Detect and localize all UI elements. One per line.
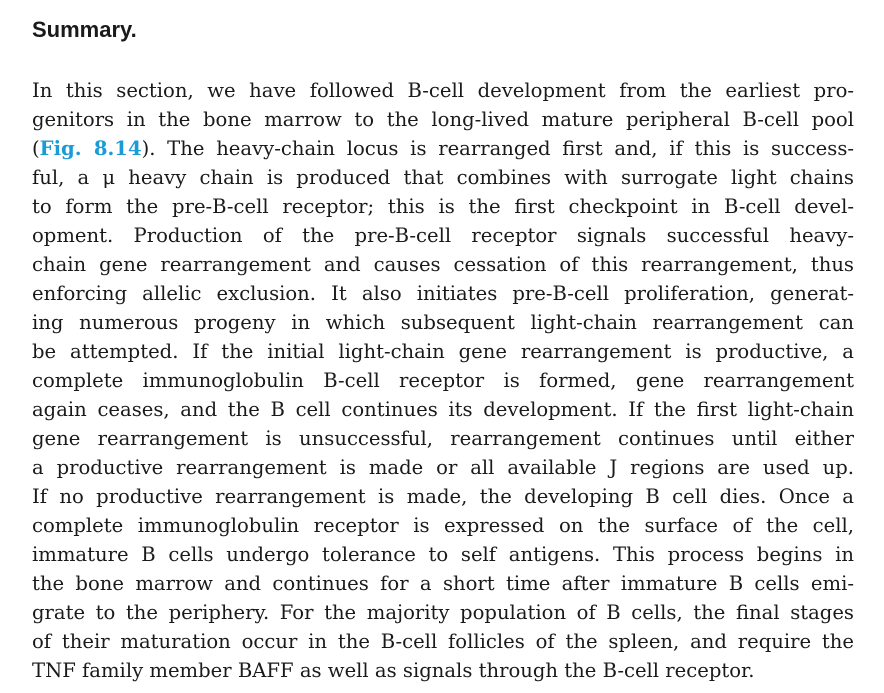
paragraph-line: genitors in the bone marrow to the long-… bbox=[32, 108, 854, 131]
document-page: Summary. In this section, we have follow… bbox=[32, 14, 854, 685]
paragraph-line: opment. Production of the pre-B-cell rec… bbox=[32, 224, 854, 247]
paragraph-line: grate to the periphery. For the majority… bbox=[32, 601, 854, 624]
paragraph-line: In this section, we have followed B-cell… bbox=[32, 79, 854, 102]
paragraph-line: the bone marrow and continues for a shor… bbox=[32, 572, 854, 595]
paragraph-line: of their maturation occur in the B-cell … bbox=[32, 630, 854, 653]
paragraph-line: immature B cells undergo tolerance to se… bbox=[32, 543, 854, 566]
paragraph-line-text: ). The heavy-chain locus is rearranged f… bbox=[141, 137, 854, 160]
summary-paragraph: In this section, we have followed B-cell… bbox=[32, 76, 854, 685]
paragraph-line: TNF family member BAFF as well as signal… bbox=[32, 659, 755, 682]
paragraph-line: ful, a μ heavy chain is produced that co… bbox=[32, 166, 854, 189]
paragraph-line: to form the pre-B-cell receptor; this is… bbox=[32, 195, 854, 218]
paragraph-line: be attempted. If the initial light-chain… bbox=[32, 340, 854, 363]
paragraph-line: ing numerous progeny in which subsequent… bbox=[32, 311, 854, 334]
paragraph-line: If no productive rearrangement is made, … bbox=[32, 485, 854, 508]
paragraph-line: again ceases, and the B cell continues i… bbox=[32, 398, 854, 421]
figure-reference-link[interactable]: Fig. 8.14 bbox=[39, 137, 142, 160]
paragraph-line: chain gene rearrangement and causes cess… bbox=[32, 253, 854, 276]
paragraph-line: a productive rearrangement is made or al… bbox=[32, 456, 854, 479]
paragraph-line: (Fig. 8.14). The heavy-chain locus is re… bbox=[32, 134, 854, 163]
paren-open: ( bbox=[32, 137, 40, 160]
paragraph-line: gene rearrangement is unsuccessful, rear… bbox=[32, 427, 854, 450]
paragraph-line: complete immunoglobulin B-cell receptor … bbox=[32, 369, 854, 392]
paragraph-line: complete immunoglobulin receptor is expr… bbox=[32, 514, 854, 537]
paragraph-line: enforcing allelic exclusion. It also ini… bbox=[32, 282, 854, 305]
section-heading: Summary. bbox=[32, 17, 137, 42]
